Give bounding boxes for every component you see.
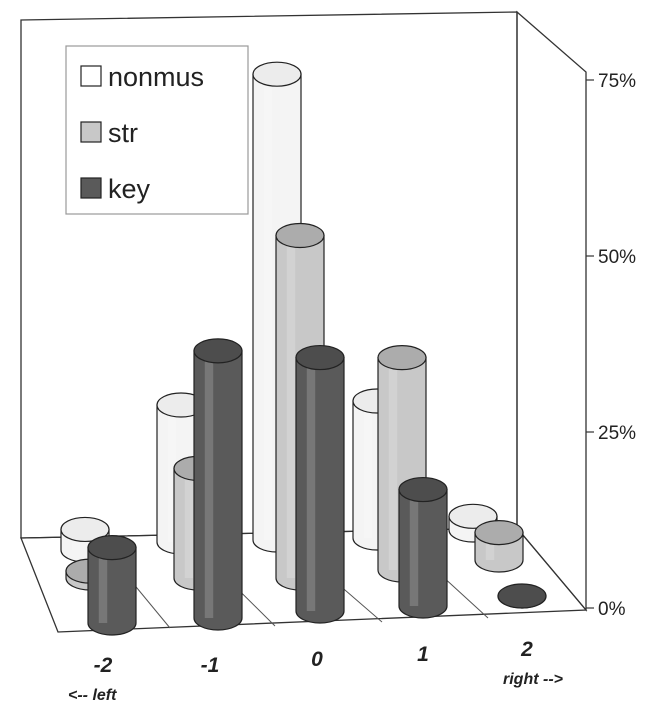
bar-key--2 [87, 535, 137, 636]
bar-str-2 [474, 519, 524, 573]
y-tick-label: 50% [598, 247, 636, 268]
x-tick-label: 0 [311, 648, 323, 671]
y-tick-label: 25% [598, 423, 636, 444]
legend-label: nonmus [108, 62, 204, 92]
legend-label: str [108, 118, 138, 148]
legend-label: key [108, 174, 151, 204]
legend-swatch [80, 121, 102, 143]
legend-item-key: key [80, 174, 151, 204]
legend: nonmus str key [65, 45, 249, 215]
x-note-left: <-- left [68, 687, 117, 704]
bar-key-1 [398, 476, 448, 619]
x-tick-label: 2 [520, 638, 533, 661]
legend-swatch [80, 65, 102, 87]
bar-key--1 [193, 338, 243, 631]
x-note-right: right --> [503, 671, 563, 688]
right-wall [516, 10, 587, 612]
floor [20, 527, 588, 633]
bar-key-0 [295, 344, 345, 624]
x-axis: -2 -1 0 1 2 [94, 638, 534, 677]
y-tick-label: 0% [598, 599, 626, 620]
y-axis: 0% 25% 50% 75% [586, 71, 636, 620]
legend-item-nonmus: nonmus [80, 62, 204, 92]
y-tick-label: 75% [598, 71, 636, 92]
bar-key-2 [497, 583, 547, 609]
x-tick-label: -1 [201, 654, 220, 677]
x-tick-label: -2 [94, 654, 113, 677]
bars [60, 61, 547, 636]
legend-item-str: str [80, 118, 138, 148]
x-tick-label: 1 [417, 643, 429, 666]
legend-swatch [80, 177, 102, 199]
